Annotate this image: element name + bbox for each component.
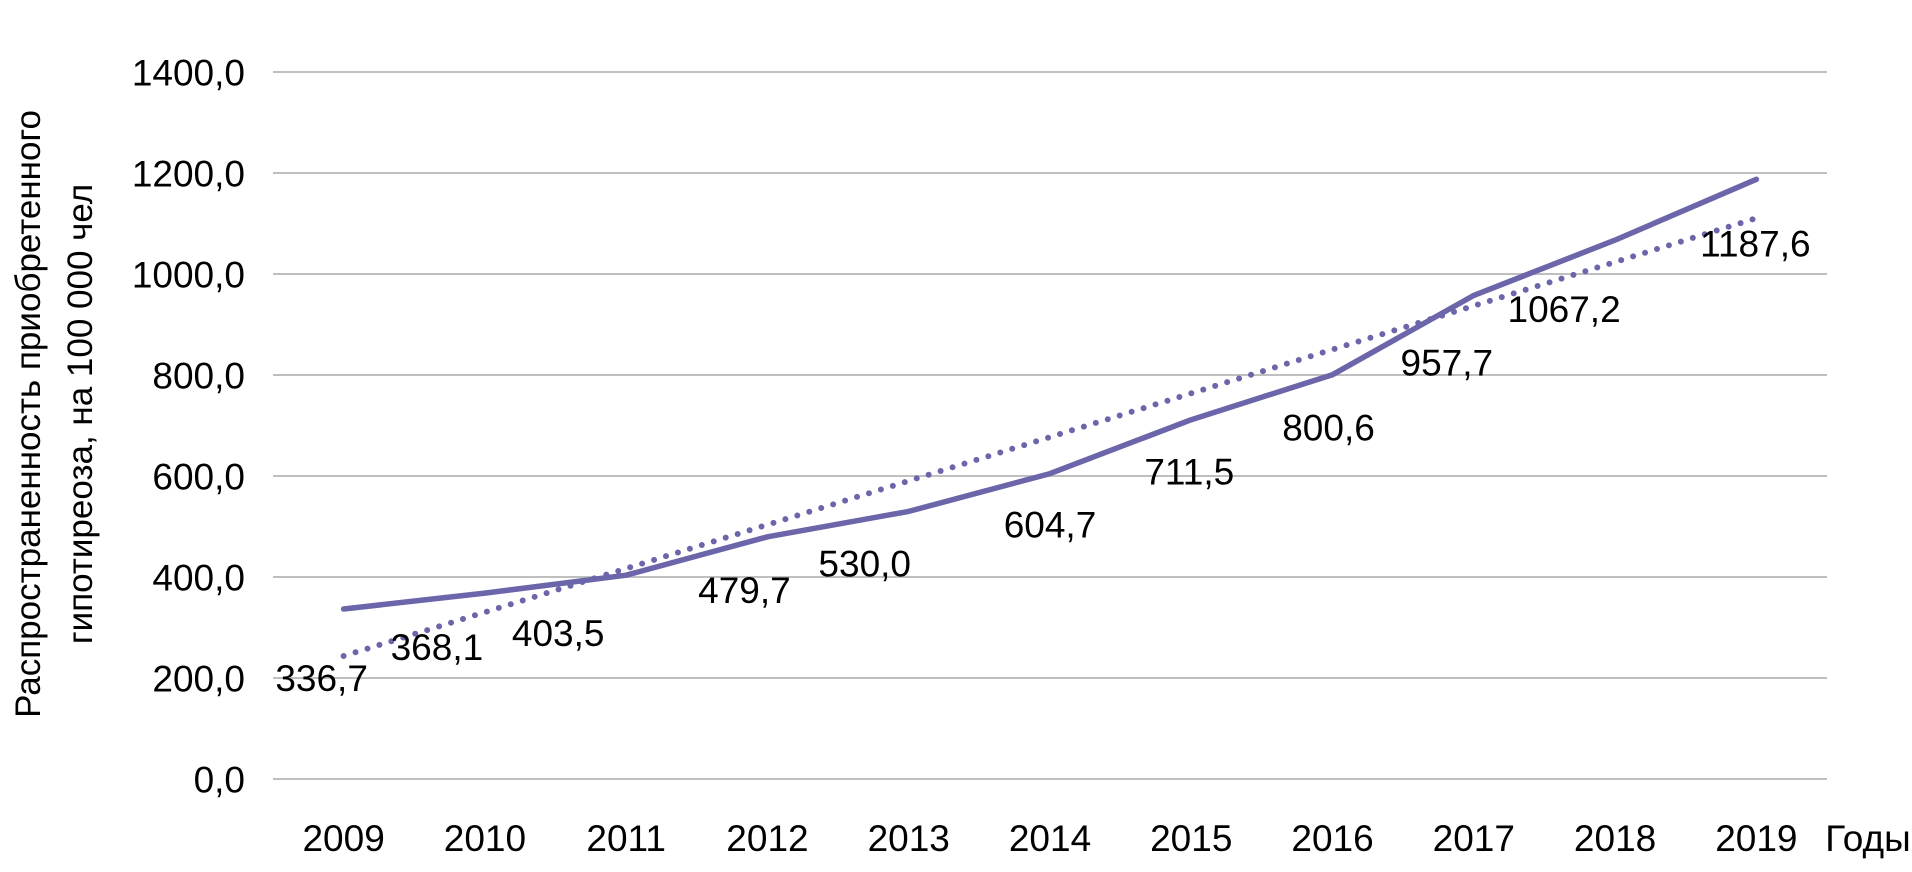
y-axis-tick-labels: 0,0 200,0 400,0 600,0 800,0 1000,0 1200,0 1400,… <box>132 53 245 801</box>
x-tick-label: 2010 <box>444 818 526 859</box>
y-tick-label: 200,0 <box>152 659 245 700</box>
x-tick-label: 2013 <box>868 818 950 859</box>
y-tick-label: 1400,0 <box>132 53 245 94</box>
data-label: 711,5 <box>1144 452 1234 493</box>
trendline-dotted <box>340 215 1760 659</box>
y-axis-title-line1: Распространенность приобретенного <box>9 110 48 718</box>
x-tick-label: 2011 <box>586 818 666 859</box>
x-tick-label: 2018 <box>1574 818 1656 859</box>
data-label: 403,5 <box>512 613 605 654</box>
y-tick-label: 1200,0 <box>132 154 245 195</box>
data-label: 1067,2 <box>1508 289 1621 330</box>
y-axis-title-line2: гипотиреоза, на 100 000 чел <box>61 184 100 644</box>
data-label: 800,6 <box>1282 408 1375 449</box>
x-axis-tick-labels: 2009 2010 2011 2012 2013 2014 2015 2016 2017 2018… <box>302 818 1797 859</box>
y-tick-label: 600,0 <box>152 457 245 498</box>
y-tick-label: 0,0 <box>194 760 245 801</box>
x-tick-label: 2014 <box>1009 818 1091 859</box>
y-tick-label: 800,0 <box>152 356 245 397</box>
data-label: 530,0 <box>818 543 911 584</box>
x-tick-label: 2009 <box>302 818 384 859</box>
data-label: 479,7 <box>698 570 791 611</box>
data-labels: 336,7 368,1 403,5 479,7 530,0 604,7 711,5 800,6… <box>275 223 1810 699</box>
data-label: 1187,6 <box>1700 223 1810 264</box>
x-tick-label: 2015 <box>1150 818 1232 859</box>
data-label: 336,7 <box>275 658 368 699</box>
gridlines <box>273 71 1827 780</box>
x-tick-label: 2016 <box>1291 818 1373 859</box>
data-label: 957,7 <box>1401 342 1494 383</box>
y-axis-title: Распространенность приобретенного гипоти… <box>9 110 100 718</box>
y-tick-label: 1000,0 <box>132 255 245 296</box>
x-tick-label: 2012 <box>726 818 808 859</box>
x-tick-label: 2019 <box>1715 818 1797 859</box>
x-axis-title: Годы <box>1825 818 1911 859</box>
y-tick-label: 400,0 <box>152 558 245 599</box>
data-label: 368,1 <box>391 627 484 668</box>
series-line-solid <box>340 176 1760 612</box>
x-tick-label: 2017 <box>1433 818 1515 859</box>
data-label: 604,7 <box>1004 505 1097 546</box>
